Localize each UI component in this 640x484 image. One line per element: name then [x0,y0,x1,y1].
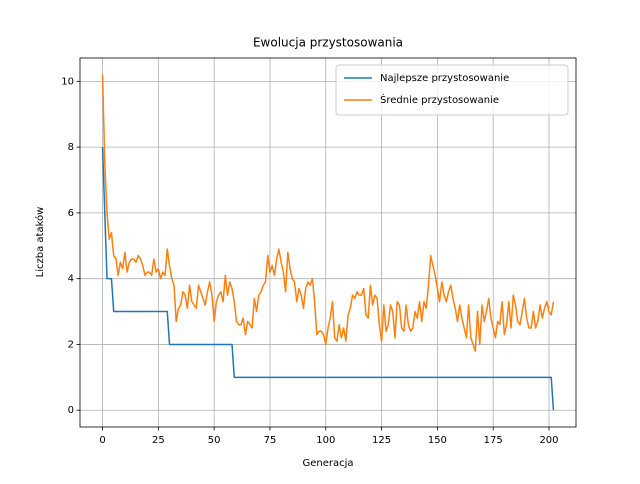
legend: Najlepsze przystosowanie Średnie przystos… [335,64,569,116]
y-tick-label: 0 [68,405,74,416]
x-axis-label: Generacja [302,458,353,469]
x-tick-label: 75 [264,435,277,446]
series-line [101,147,555,411]
plot-frame [79,57,577,428]
x-tick-label: 50 [208,435,221,446]
y-tick-label: 2 [68,339,74,350]
y-tick-label: 10 [61,76,74,87]
x-tick-label: 150 [428,435,447,446]
y-tick-label: 4 [68,274,74,285]
x-tick-label: 0 [99,435,105,446]
x-tick-label: 200 [539,435,558,446]
x-tick-label: 25 [152,435,165,446]
y-tick-label: 8 [68,142,74,153]
chart-title: Ewolucja przystosowania [253,36,403,50]
legend-label: Najlepsze przystosowanie [380,73,509,84]
series-line [101,74,555,352]
y-axis-label: Liczba ataków [34,207,46,278]
x-tick-label: 175 [484,435,503,446]
x-tick-label: 125 [372,435,391,446]
y-tick-label: 6 [68,208,74,219]
legend-label: Średnie przystosowanie [380,93,499,106]
legend-box [335,64,569,116]
x-tick-label: 100 [316,435,335,446]
